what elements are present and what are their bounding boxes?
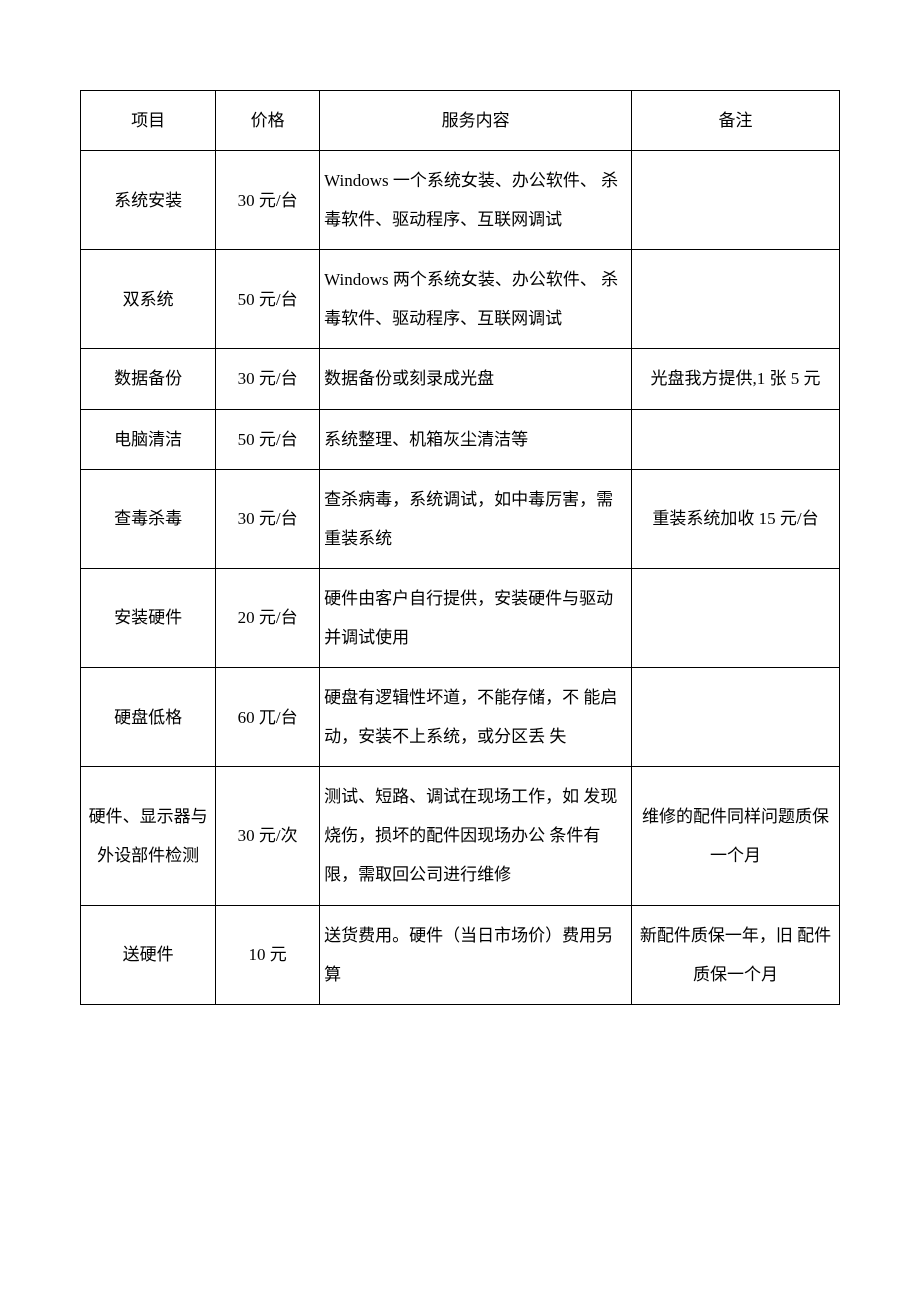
cell-note: 重装系统加收 15 元/台: [632, 469, 840, 568]
cell-note: 光盘我方提供,1 张 5 元: [632, 349, 840, 409]
cell-content: 测试、短路、调试在现场工作，如 发现烧伤，损坏的配件因现场办公 条件有限，需取回…: [320, 767, 632, 905]
cell-note: [632, 250, 840, 349]
cell-item: 硬件、显示器与外设部件检测: [81, 767, 216, 905]
cell-content: 查杀病毒，系统调试，如中毒厉害，需重装系统: [320, 469, 632, 568]
cell-content: 系统整理、机箱灰尘清洁等: [320, 409, 632, 469]
cell-price: 20 元/台: [216, 568, 320, 667]
cell-price: 10 元: [216, 905, 320, 1004]
header-price: 价格: [216, 91, 320, 151]
cell-item: 硬盘低格: [81, 668, 216, 767]
cell-price: 30 元/台: [216, 151, 320, 250]
table-row: 硬盘低格 60 兀/台 硬盘有逻辑性坏道，不能存储，不 能启动，安装不上系统，或…: [81, 668, 840, 767]
table-header-row: 项目 价格 服务内容 备注: [81, 91, 840, 151]
table-row: 送硬件 10 元 送货费用。硬件（当日市场价）费用另算 新配件质保一年，旧 配件…: [81, 905, 840, 1004]
header-content: 服务内容: [320, 91, 632, 151]
cell-price: 30 元/台: [216, 469, 320, 568]
table-row: 系统安装 30 元/台 Windows 一个系统女装、办公软件、 杀毒软件、驱动…: [81, 151, 840, 250]
cell-content: Windows 一个系统女装、办公软件、 杀毒软件、驱动程序、互联网调试: [320, 151, 632, 250]
header-item: 项目: [81, 91, 216, 151]
cell-price: 30 元/次: [216, 767, 320, 905]
cell-price: 60 兀/台: [216, 668, 320, 767]
table-row: 安装硬件 20 元/台 硬件由客户自行提供，安装硬件与驱动并调试使用: [81, 568, 840, 667]
cell-price: 30 元/台: [216, 349, 320, 409]
cell-item: 数据备份: [81, 349, 216, 409]
cell-content: 硬件由客户自行提供，安装硬件与驱动并调试使用: [320, 568, 632, 667]
cell-price: 50 元/台: [216, 409, 320, 469]
cell-item: 安装硬件: [81, 568, 216, 667]
cell-content: 硬盘有逻辑性坏道，不能存储，不 能启动，安装不上系统，或分区丢 失: [320, 668, 632, 767]
cell-note: [632, 151, 840, 250]
cell-note: 维修的配件同样问题质保一个月: [632, 767, 840, 905]
page: 项目 价格 服务内容 备注 系统安装 30 元/台 Windows 一个系统女装…: [0, 0, 920, 1045]
table-row: 查毒杀毒 30 元/台 查杀病毒，系统调试，如中毒厉害，需重装系统 重装系统加收…: [81, 469, 840, 568]
table-row: 双系统 50 元/台 Windows 两个系统女装、办公软件、 杀毒软件、驱动程…: [81, 250, 840, 349]
cell-item: 查毒杀毒: [81, 469, 216, 568]
table-row: 硬件、显示器与外设部件检测 30 元/次 测试、短路、调试在现场工作，如 发现烧…: [81, 767, 840, 905]
cell-content: 数据备份或刻录成光盘: [320, 349, 632, 409]
cell-item: 送硬件: [81, 905, 216, 1004]
cell-item: 电脑清洁: [81, 409, 216, 469]
cell-note: 新配件质保一年，旧 配件质保一个月: [632, 905, 840, 1004]
cell-content: 送货费用。硬件（当日市场价）费用另算: [320, 905, 632, 1004]
cell-note: [632, 409, 840, 469]
table-row: 电脑清洁 50 元/台 系统整理、机箱灰尘清洁等: [81, 409, 840, 469]
header-note: 备注: [632, 91, 840, 151]
cell-note: [632, 568, 840, 667]
cell-item: 系统安装: [81, 151, 216, 250]
cell-item: 双系统: [81, 250, 216, 349]
price-table: 项目 价格 服务内容 备注 系统安装 30 元/台 Windows 一个系统女装…: [80, 90, 840, 1005]
table-row: 数据备份 30 元/台 数据备份或刻录成光盘 光盘我方提供,1 张 5 元: [81, 349, 840, 409]
cell-content: Windows 两个系统女装、办公软件、 杀毒软件、驱动程序、互联网调试: [320, 250, 632, 349]
cell-price: 50 元/台: [216, 250, 320, 349]
cell-note: [632, 668, 840, 767]
